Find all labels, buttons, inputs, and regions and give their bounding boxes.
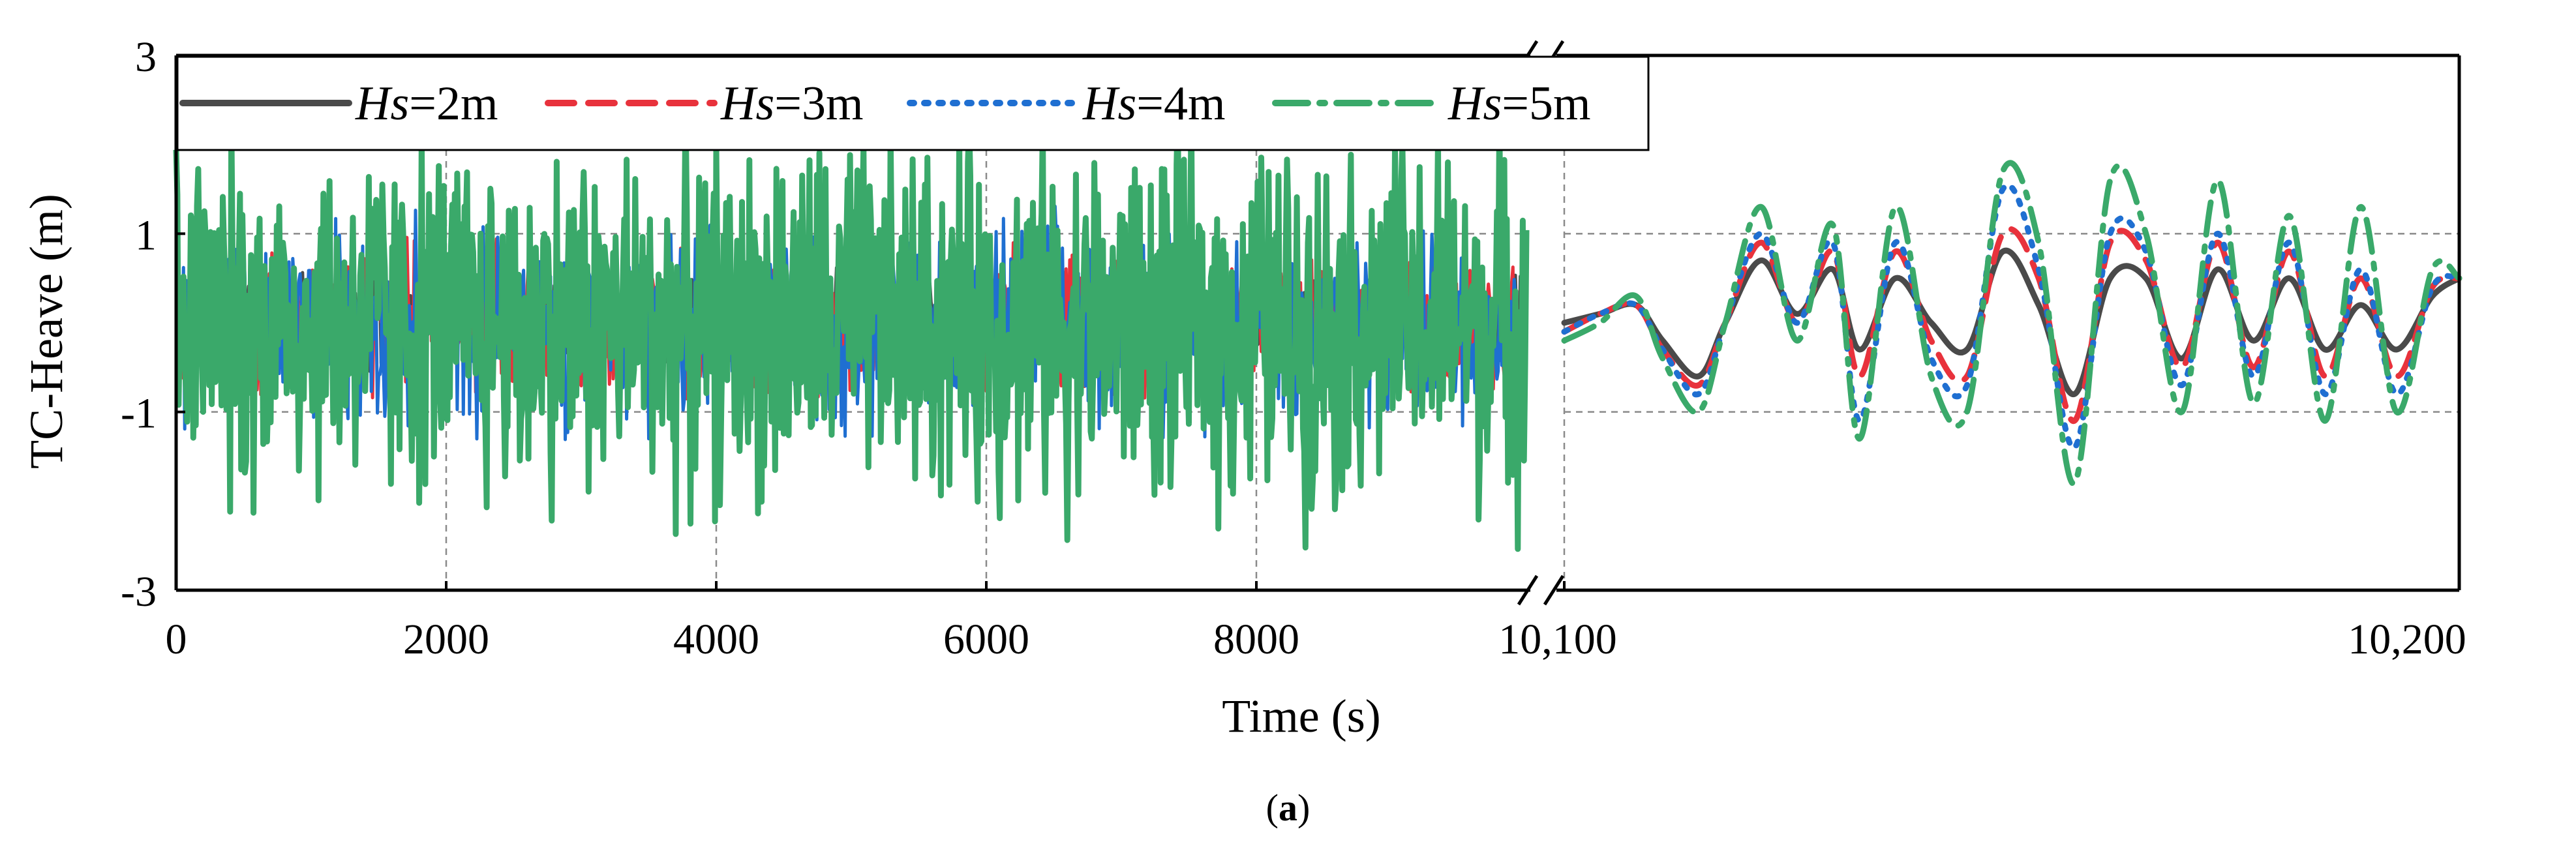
caption-close-paren: ) bbox=[1297, 786, 1311, 829]
series-full-hs5m bbox=[173, 106, 1530, 552]
x-tick-label: 8000 bbox=[1213, 616, 1299, 663]
y-tick-label: 1 bbox=[135, 211, 157, 259]
x-tick-label: 0 bbox=[166, 616, 187, 663]
series-zoom-hs4m bbox=[1561, 182, 2462, 451]
tick-labels: -3 -1 1 3 0 2000 4000 6000 8000 10,100 10,200 bbox=[121, 33, 2466, 663]
series-zoom-hs5m bbox=[1561, 160, 2462, 486]
legend: Hs=2m Hs=3m Hs=4m Hs=5m bbox=[176, 55, 1650, 151]
y-axis-label: TC-Heave (m) bbox=[20, 194, 72, 469]
axis-break-mark bbox=[1517, 575, 1539, 606]
x-tick-label: 6000 bbox=[943, 616, 1029, 663]
axis-break-mark bbox=[1543, 575, 1565, 606]
x-tick-label: 2000 bbox=[403, 616, 489, 663]
legend-entry-label: Hs=5m bbox=[1447, 77, 1591, 130]
x-tick-label: 10,100 bbox=[1498, 616, 1617, 663]
y-tick-label: -1 bbox=[121, 390, 157, 438]
data-series bbox=[173, 106, 2462, 552]
caption-open-paren: ( bbox=[1265, 786, 1279, 829]
x-tick-label: 10,200 bbox=[2348, 616, 2466, 663]
figure-caption: (a) bbox=[0, 786, 2576, 830]
legend-entry-label: Hs=4m bbox=[1082, 77, 1226, 130]
y-tick-label: 3 bbox=[135, 33, 157, 81]
legend-entry-label: Hs=2m bbox=[355, 77, 498, 130]
x-axis-label: Time (s) bbox=[1222, 690, 1380, 742]
y-tick-label: -3 bbox=[121, 568, 157, 616]
caption-label: a bbox=[1279, 786, 1297, 829]
x-tick-label: 4000 bbox=[673, 616, 759, 663]
legend-entry-label: Hs=3m bbox=[720, 77, 864, 130]
